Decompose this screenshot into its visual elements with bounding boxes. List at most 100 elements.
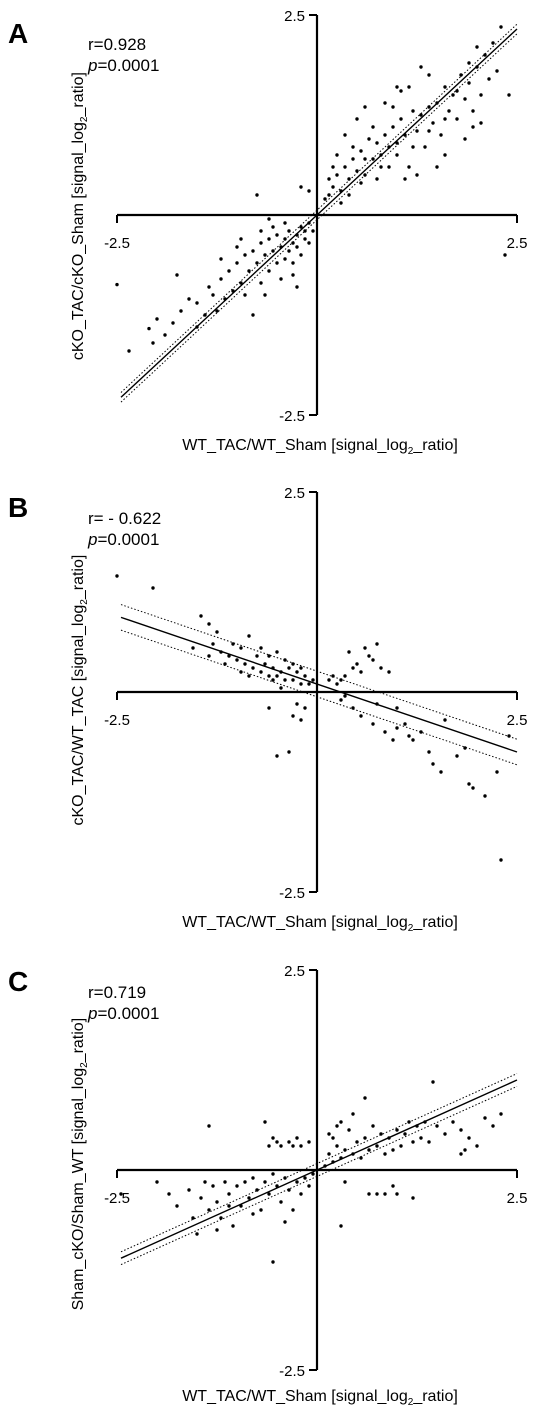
data-point <box>371 125 375 129</box>
data-point <box>247 674 251 678</box>
data-point <box>255 193 259 197</box>
x-tick-label-max: 2.5 <box>507 235 528 252</box>
ci-upper-line <box>120 604 518 740</box>
data-point <box>291 241 295 245</box>
data-point <box>395 706 399 710</box>
data-point <box>195 325 199 329</box>
data-point <box>383 1152 387 1156</box>
data-point <box>407 165 411 169</box>
data-point <box>287 750 291 754</box>
data-point <box>391 1148 395 1152</box>
data-point <box>335 153 339 157</box>
data-point <box>299 666 303 670</box>
data-point <box>287 1140 291 1144</box>
data-point <box>343 694 347 698</box>
data-point <box>291 273 295 277</box>
data-point <box>495 770 499 774</box>
data-point <box>399 89 403 93</box>
data-point <box>279 670 283 674</box>
data-point <box>211 1184 215 1188</box>
data-point <box>379 153 383 157</box>
data-point <box>419 730 423 734</box>
data-point <box>411 145 415 149</box>
data-point <box>491 41 495 45</box>
data-point <box>275 233 279 237</box>
data-point <box>275 754 279 758</box>
data-point <box>287 229 291 233</box>
data-point <box>499 1112 503 1116</box>
data-point <box>207 622 211 626</box>
data-point <box>207 1124 211 1128</box>
data-point <box>331 1160 335 1164</box>
data-point <box>395 141 399 145</box>
data-point <box>295 1180 299 1184</box>
data-point <box>375 177 379 181</box>
data-point <box>427 1140 431 1144</box>
data-point <box>223 1180 227 1184</box>
data-point <box>283 221 287 225</box>
data-point <box>243 1180 247 1184</box>
data-point <box>331 185 335 189</box>
data-point <box>191 1216 195 1220</box>
data-point <box>203 313 207 317</box>
data-point <box>207 285 211 289</box>
data-point <box>227 1204 231 1208</box>
data-point <box>211 642 215 646</box>
data-point <box>291 714 295 718</box>
data-point <box>283 237 287 241</box>
data-point <box>339 189 343 193</box>
data-point <box>339 698 343 702</box>
data-point <box>471 109 475 113</box>
data-point <box>483 1116 487 1120</box>
data-point <box>115 574 119 578</box>
data-point <box>371 157 375 161</box>
data-point <box>431 1080 435 1084</box>
data-point <box>463 746 467 750</box>
data-point <box>499 858 503 862</box>
data-point <box>251 666 255 670</box>
data-point <box>403 722 407 726</box>
data-point <box>259 241 263 245</box>
data-point <box>271 1136 275 1140</box>
data-point <box>283 1176 287 1180</box>
data-point <box>423 1120 427 1124</box>
data-point <box>391 738 395 742</box>
data-point <box>375 702 379 706</box>
y-tick-label-max: 2.5 <box>284 485 305 502</box>
data-point <box>239 281 243 285</box>
data-point <box>335 1124 339 1128</box>
data-point <box>363 646 367 650</box>
data-point <box>343 674 347 678</box>
data-point <box>215 630 219 634</box>
data-point <box>475 45 479 49</box>
data-point <box>411 738 415 742</box>
data-point <box>395 1128 399 1132</box>
data-point <box>227 269 231 273</box>
data-point <box>455 754 459 758</box>
data-point <box>219 650 223 654</box>
data-point <box>391 1184 395 1188</box>
data-point <box>327 678 331 682</box>
data-point <box>451 1120 455 1124</box>
data-point <box>407 734 411 738</box>
data-point <box>475 1144 479 1148</box>
data-point <box>363 173 367 177</box>
data-point <box>335 1144 339 1148</box>
y-axis-label: cKO_TAC/WT_TAC [signal_log2_ratio] <box>69 554 91 826</box>
data-point <box>347 177 351 181</box>
data-point <box>359 714 363 718</box>
r-value: r= - 0.622 <box>88 509 162 528</box>
data-point <box>503 253 507 257</box>
data-point <box>199 614 203 618</box>
data-point <box>311 678 315 682</box>
regression-line <box>120 28 518 398</box>
data-point <box>331 674 335 678</box>
data-point <box>367 654 371 658</box>
y-axis-label: Sham_cKO/Sham_WT [signal_log2_ratio] <box>69 1017 91 1311</box>
data-point <box>235 1184 239 1188</box>
data-point <box>255 1188 259 1192</box>
data-point <box>267 269 271 273</box>
data-point <box>447 109 451 113</box>
data-point <box>371 1124 375 1128</box>
y-tick-label-max: 2.5 <box>284 963 305 980</box>
